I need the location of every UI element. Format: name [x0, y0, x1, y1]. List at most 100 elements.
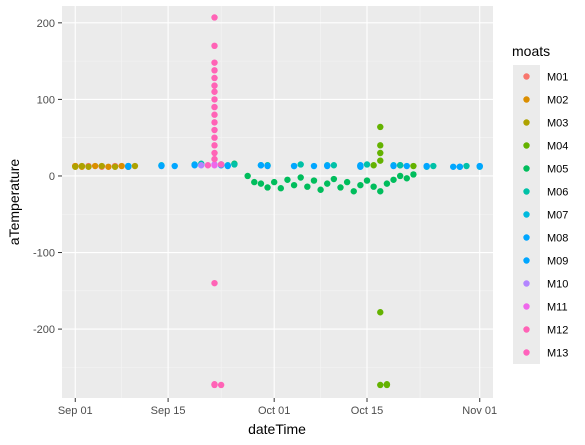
data-point	[217, 161, 225, 168]
data-point	[330, 175, 338, 183]
data-point	[297, 174, 304, 181]
legend-key	[523, 96, 530, 103]
data-point	[72, 163, 79, 170]
legend-key	[523, 280, 530, 287]
series-M12	[211, 14, 225, 389]
data-point	[310, 162, 318, 170]
data-point	[290, 181, 298, 189]
data-points	[72, 14, 483, 389]
data-point	[337, 184, 344, 191]
data-point	[171, 162, 178, 170]
grid-lines	[62, 6, 493, 398]
x-tick-label: Oct 01	[258, 405, 290, 417]
legend-key	[523, 73, 530, 80]
data-point	[396, 172, 404, 180]
data-point	[211, 59, 218, 66]
data-point	[410, 162, 417, 170]
legend-label: M11	[547, 302, 568, 314]
data-point	[264, 184, 271, 191]
legend-key	[523, 165, 530, 172]
y-axis-title: aTemperature	[6, 159, 22, 246]
data-point	[297, 161, 304, 168]
legend-key	[523, 349, 530, 356]
data-point	[158, 162, 165, 170]
data-point	[125, 162, 132, 170]
data-point	[251, 178, 258, 186]
legend-label: M08	[547, 233, 568, 245]
data-point	[284, 176, 291, 183]
data-point	[270, 178, 278, 186]
data-point	[211, 42, 218, 50]
data-point	[290, 162, 298, 170]
x-tick-label: Nov 01	[462, 405, 497, 417]
data-point	[370, 162, 377, 169]
legend-key	[523, 234, 530, 241]
data-point	[211, 111, 218, 118]
data-point	[383, 381, 391, 388]
y-tick-label: -100	[33, 248, 55, 260]
data-point	[324, 180, 331, 187]
data-point	[463, 162, 470, 170]
data-point	[211, 381, 218, 389]
legend-label: M02	[547, 95, 568, 107]
legend-label: M09	[547, 256, 568, 268]
data-point	[204, 162, 212, 169]
data-point	[98, 162, 105, 170]
legend-label: M06	[547, 187, 568, 199]
legend-label: M01	[547, 72, 568, 84]
data-point	[211, 279, 218, 287]
data-point	[211, 149, 218, 157]
data-point	[304, 183, 311, 190]
data-point	[403, 162, 410, 170]
data-point	[131, 162, 139, 170]
legend-key	[523, 188, 530, 195]
x-axis-title: dateTime	[248, 421, 306, 437]
data-point	[377, 142, 384, 149]
data-point	[456, 163, 464, 170]
legend-key	[523, 119, 530, 126]
data-point	[423, 162, 430, 170]
y-tick-label: 200	[37, 18, 55, 30]
data-point	[350, 188, 357, 195]
data-point	[78, 162, 86, 170]
legend-key	[523, 257, 530, 264]
data-point	[277, 185, 285, 192]
data-point	[231, 161, 238, 168]
x-tick-label: Sep 15	[151, 405, 186, 417]
data-point	[370, 183, 377, 190]
x-tick-label: Sep 01	[58, 405, 93, 417]
data-point	[410, 171, 417, 178]
data-point	[111, 163, 119, 170]
legend-label: M13	[547, 348, 568, 360]
legend-label: M07	[547, 210, 568, 222]
data-point	[310, 177, 318, 184]
data-point	[450, 163, 457, 170]
series-M05	[217, 160, 417, 195]
legend-key	[523, 142, 530, 149]
data-point	[363, 161, 371, 168]
data-point	[430, 162, 437, 170]
data-point	[211, 67, 218, 74]
y-tick-label: 100	[37, 94, 55, 106]
data-point	[211, 155, 218, 163]
data-point	[105, 163, 112, 170]
data-point	[330, 162, 338, 169]
legend-label: M12	[547, 325, 568, 337]
data-point	[403, 175, 410, 182]
data-point	[383, 180, 391, 187]
data-point	[396, 162, 404, 169]
data-point	[211, 96, 218, 103]
legend-title: moats	[512, 43, 550, 59]
data-point	[357, 163, 364, 170]
data-point	[390, 176, 397, 183]
data-point	[85, 163, 92, 170]
x-tick-label: Oct 15	[351, 405, 383, 417]
data-point	[476, 162, 483, 170]
legend-label: M04	[547, 141, 568, 153]
legend: moats M01 M02 M03 M04 M05 M06 M07 M08 M09 M10 M11 M…	[512, 43, 568, 364]
legend-label: M05	[547, 164, 568, 176]
data-point	[257, 180, 265, 187]
axes: Sep 01 Sep 15 Oct 01 Oct 15 Nov 01 200 100 0 -10…	[33, 18, 497, 417]
data-point	[377, 157, 384, 164]
data-point	[377, 149, 384, 157]
